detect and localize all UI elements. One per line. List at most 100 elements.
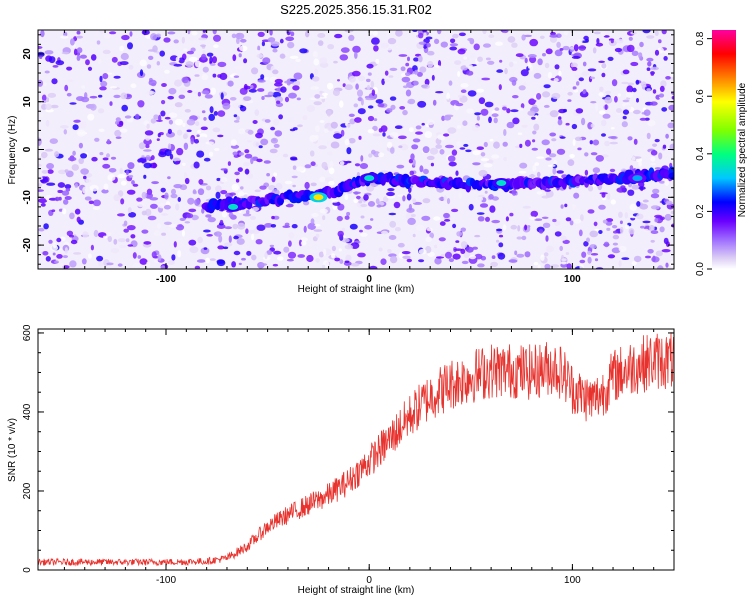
heatmap-cell [126,225,136,231]
heatmap-cell [85,179,92,183]
heatmap-cell [99,30,105,34]
heatmap-cell [530,99,537,103]
heatmap-cell [601,72,606,78]
heatmap-cell [287,41,295,49]
heatmap-cell [375,58,380,64]
heatmap-cell [250,157,254,165]
heatmap-cell [251,233,255,241]
heatmap-cell [650,162,657,166]
heatmap-cell [602,113,611,119]
heatmap-cell [472,125,481,132]
heatmap-cell [250,85,254,89]
heatmap-cell [463,251,471,259]
heatmap-cell [476,88,485,93]
heatmap-cell [646,57,654,62]
heatmap-cell [62,255,68,259]
heatmap-cell [366,78,371,83]
heatmap-cell [119,167,123,174]
heatmap-cell [585,38,589,42]
heatmap-cell [149,197,159,201]
heatmap-cell [110,247,120,254]
heatmap-cell [407,56,410,62]
heatmap-cell [571,66,578,71]
heatmap-cell [52,252,56,256]
heatmap-cell [352,45,361,53]
heatmap-cell [611,247,621,254]
heatmap-cell [272,48,278,53]
heatmap-cell [646,132,651,140]
heatmap-cell [293,72,303,80]
heatmap-cell [139,69,144,77]
heatmap-cell [633,138,638,145]
heatmap-cell [668,104,674,111]
heatmap-cell [60,35,69,39]
heatmap-cell [138,142,146,150]
heatmap-cell [589,140,593,145]
heatmap-cell [228,235,232,243]
heatmap-cell [429,147,439,155]
heatmap-cell [445,251,452,259]
heatmap-cell [285,30,292,33]
heatmap-cell [448,80,453,86]
heatmap-cell [312,236,318,242]
heatmap-cell [269,30,273,36]
heatmap-cell [234,171,240,176]
heatmap-cell [491,255,496,259]
heatmap-cell [201,73,209,81]
heatmap-cell [304,164,312,169]
heatmap-cell [607,192,611,200]
heatmap-cell [671,96,674,100]
heatmap-cell [372,30,378,36]
heatmap-cell [654,49,660,56]
heatmap-cell [339,54,349,61]
heatmap-cell [478,97,486,105]
heatmap-cell [511,42,518,48]
heatmap-cell [246,250,252,256]
heatmap-cell [213,44,219,49]
heatmap-cell [658,39,662,44]
heatmap-cell [284,180,293,185]
heatmap-cell [300,237,308,242]
heatmap-cell [219,219,224,225]
heatmap-cell [61,51,70,55]
heatmap-cell [284,96,290,103]
heatmap-cell [216,224,226,229]
heatmap-cell [157,254,162,262]
heatmap-cell [646,35,655,39]
heatmap-cell [69,102,77,105]
heatmap-cell [202,66,209,73]
heatmap-cell [117,238,127,243]
heatmap-cell [368,153,373,158]
heatmap-cell [99,86,107,91]
heatmap-cell [97,58,102,65]
heatmap-cell [643,228,649,233]
heatmap-cell [284,51,290,57]
heatmap-cell [434,65,441,68]
heatmap-cell [156,223,162,229]
heatmap-cell [315,233,320,238]
heatmap-cell [372,133,381,137]
heatmap-cell [665,133,669,139]
x-tick-label: 100 [564,274,581,285]
heatmap-cell [565,252,570,255]
heatmap-cell [553,220,561,226]
heatmap-cell [187,30,191,35]
heatmap-cell [579,259,586,264]
heatmap-cell [109,101,113,106]
heatmap-cell [127,162,135,170]
heatmap-cell [126,189,136,195]
heatmap-cell [371,149,376,155]
heatmap-cell [542,91,551,98]
heatmap-cell [186,129,192,133]
heatmap-cell [300,240,307,246]
heatmap-cell [519,162,528,169]
heatmap-cell [247,140,252,143]
heatmap-cell [582,90,586,95]
heatmap-cell [554,64,560,70]
heatmap-cell [665,76,671,80]
heatmap-cell [328,167,335,175]
heatmap-cell [562,239,570,244]
heatmap-cell [669,143,674,151]
heatmap-cell [146,261,151,268]
heatmap-cell [143,241,152,245]
